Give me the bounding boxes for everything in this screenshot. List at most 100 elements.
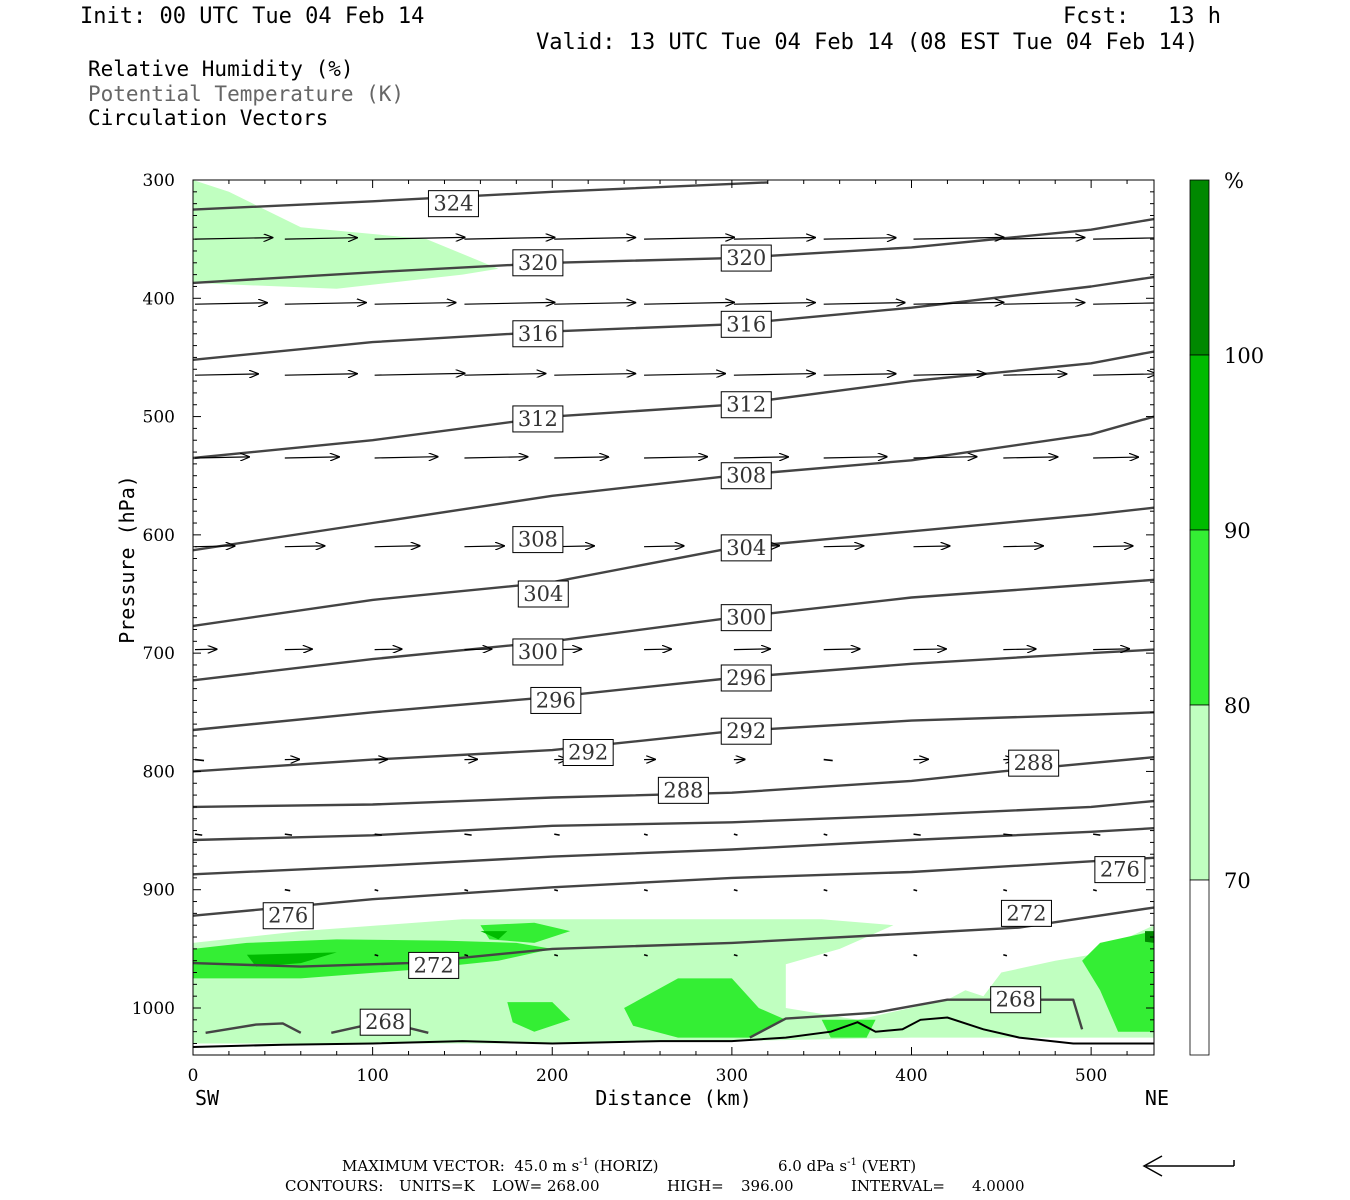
colorbar-band: [1189, 529, 1210, 706]
colorbar-band: [1189, 704, 1210, 881]
vector-arrow: [374, 833, 382, 836]
theta-contour-304: [193, 506, 1154, 628]
vector-arrow: [1003, 954, 1008, 957]
vector-arrow: [194, 238, 272, 240]
max-vector-horiz-exp: -1: [579, 1157, 589, 1168]
max-vector-arrow: [1142, 1155, 1235, 1177]
vector-arrow: [823, 888, 828, 892]
contour-label-box: [512, 320, 564, 348]
vector-arrow: [1003, 833, 1013, 836]
contour-label-box: [1094, 856, 1146, 884]
terrain-line: [193, 1016, 1154, 1048]
x-axis-ne: NE: [1145, 1086, 1169, 1110]
vector-arrow: [554, 954, 559, 957]
vector-arrow: [733, 238, 815, 240]
vector-arrow: [464, 954, 469, 957]
contour-label: 292: [726, 719, 766, 743]
field-theta-label: Potential Temperature (K): [88, 82, 405, 106]
y-tick-label: 400: [143, 289, 175, 309]
colorbar-band: [1189, 179, 1210, 356]
y-tick-label: 800: [143, 762, 175, 782]
contour-label-box: [427, 190, 479, 218]
vector-arrow: [913, 649, 946, 650]
vector-arrow: [554, 888, 559, 892]
contour-label: 312: [726, 393, 766, 417]
vector-arrow: [464, 457, 527, 458]
contours-interval-label: INTERVAL=: [851, 1177, 945, 1195]
contour-label-box: [530, 686, 582, 714]
vector-arrow: [913, 833, 921, 836]
vector-arrow: [554, 833, 560, 836]
rh-region-80-90: [624, 978, 786, 1038]
colorbar-level: 80: [1224, 694, 1251, 718]
vector-arrow: [643, 954, 648, 957]
colorbar-band: [1189, 879, 1210, 1056]
vector-arrow: [554, 238, 635, 240]
vector-arrow: [1093, 237, 1154, 240]
contour-label: 296: [726, 666, 766, 690]
vector-arrow: [823, 374, 896, 375]
vector-arrow: [913, 237, 1004, 239]
vector-arrow: [1003, 238, 1084, 240]
contour-label-box: [408, 951, 460, 979]
contour-label-box: [720, 664, 772, 692]
theta-contour-324: [193, 181, 768, 211]
vector-arrow: [1093, 833, 1101, 836]
vector-arrow: [1003, 888, 1008, 892]
contour-label: 304: [726, 536, 766, 560]
y-tick-label: 900: [143, 881, 175, 901]
axes: 300 400 500 600 700 800 900 1000 0 100 200 300 400 50…: [115, 171, 1169, 1110]
contour-label: 272: [414, 953, 454, 977]
rh-region-70-80: [193, 180, 499, 289]
colorbar-level: 70: [1224, 869, 1251, 893]
colorbar-level: 100: [1224, 344, 1264, 368]
y-axis-label: Pressure (hPa): [115, 475, 139, 644]
max-vector-vert-exp: -1: [847, 1157, 857, 1168]
x-tick-label: 100: [356, 1066, 388, 1086]
max-vector-horiz-suffix: (HORIZ): [588, 1157, 659, 1175]
contour-label-box: [657, 776, 709, 804]
vector-arrow: [464, 546, 504, 547]
vector-arrow: [913, 888, 918, 892]
vector-arrow: [823, 457, 887, 458]
contour-label: 276: [1100, 858, 1140, 882]
theta-contour-276: [193, 856, 1154, 917]
vector-arrow: [1092, 888, 1097, 892]
field-rh-label: Relative Humidity (%): [88, 57, 354, 81]
vector-arrow: [644, 374, 725, 376]
contour-label-box: [562, 739, 614, 767]
contour-label: 308: [726, 464, 766, 488]
contour-label-box: [512, 249, 564, 277]
vector-arrow: [823, 303, 905, 305]
x-tick-label: 500: [1075, 1066, 1107, 1086]
contour-label: 272: [1006, 901, 1046, 925]
vector-arrow: [464, 374, 545, 376]
vector-arrow: [284, 457, 339, 458]
x-axis-label: Distance (km): [595, 1086, 752, 1110]
max-vector-vert-text: 6.0 dPa s-1 (VERT): [778, 1157, 916, 1175]
contour-label: 268: [365, 1010, 405, 1034]
theta-contour-312: [193, 350, 1154, 460]
contour-label: 300: [726, 606, 766, 630]
colorbar-band: [1189, 354, 1210, 531]
vector-arrow: [644, 237, 734, 239]
y-tick-label: 1000: [132, 999, 175, 1019]
contour-label-box: [720, 244, 772, 272]
colorbar: 100 90 80 70%: [1189, 169, 1264, 1056]
vector-arrow: [284, 833, 293, 836]
contour-label-box: [990, 986, 1042, 1014]
vector-arrow: [644, 302, 734, 304]
contour-label: 292: [568, 741, 608, 765]
contour-label-box: [1008, 749, 1060, 777]
y-tick-label: 600: [143, 526, 175, 546]
vector-arrow: [554, 303, 635, 305]
vector-arrow: [913, 302, 1004, 304]
contours-units: UNITS=K: [399, 1177, 475, 1195]
vector-arrow: [644, 546, 684, 547]
contour-label: 288: [1014, 751, 1054, 775]
theta-contour-272: [193, 906, 1154, 968]
vector-arrow: [554, 374, 635, 376]
contour-label-box: [517, 580, 569, 608]
vector-arrow: [374, 373, 465, 375]
vector-arrow: [643, 833, 648, 836]
